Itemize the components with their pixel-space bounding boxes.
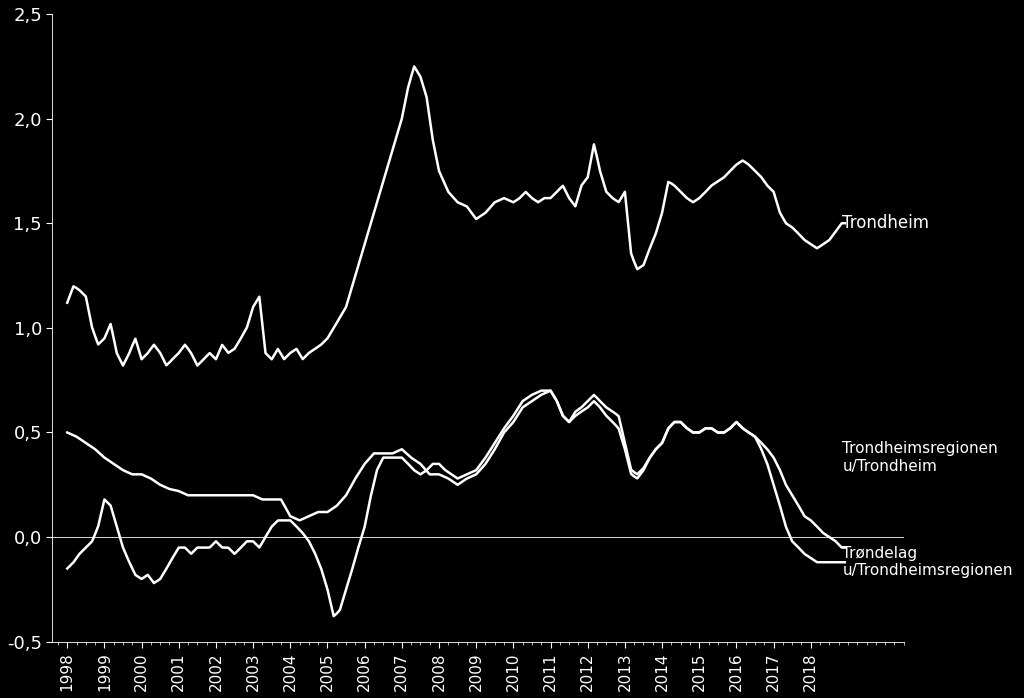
Text: Trøndelag
u/Trondheimsregionen: Trøndelag u/Trondheimsregionen (843, 546, 1013, 579)
Text: Trondheim: Trondheim (843, 214, 930, 232)
Text: Trondheimsregionen
u/Trondheim: Trondheimsregionen u/Trondheim (843, 441, 998, 474)
